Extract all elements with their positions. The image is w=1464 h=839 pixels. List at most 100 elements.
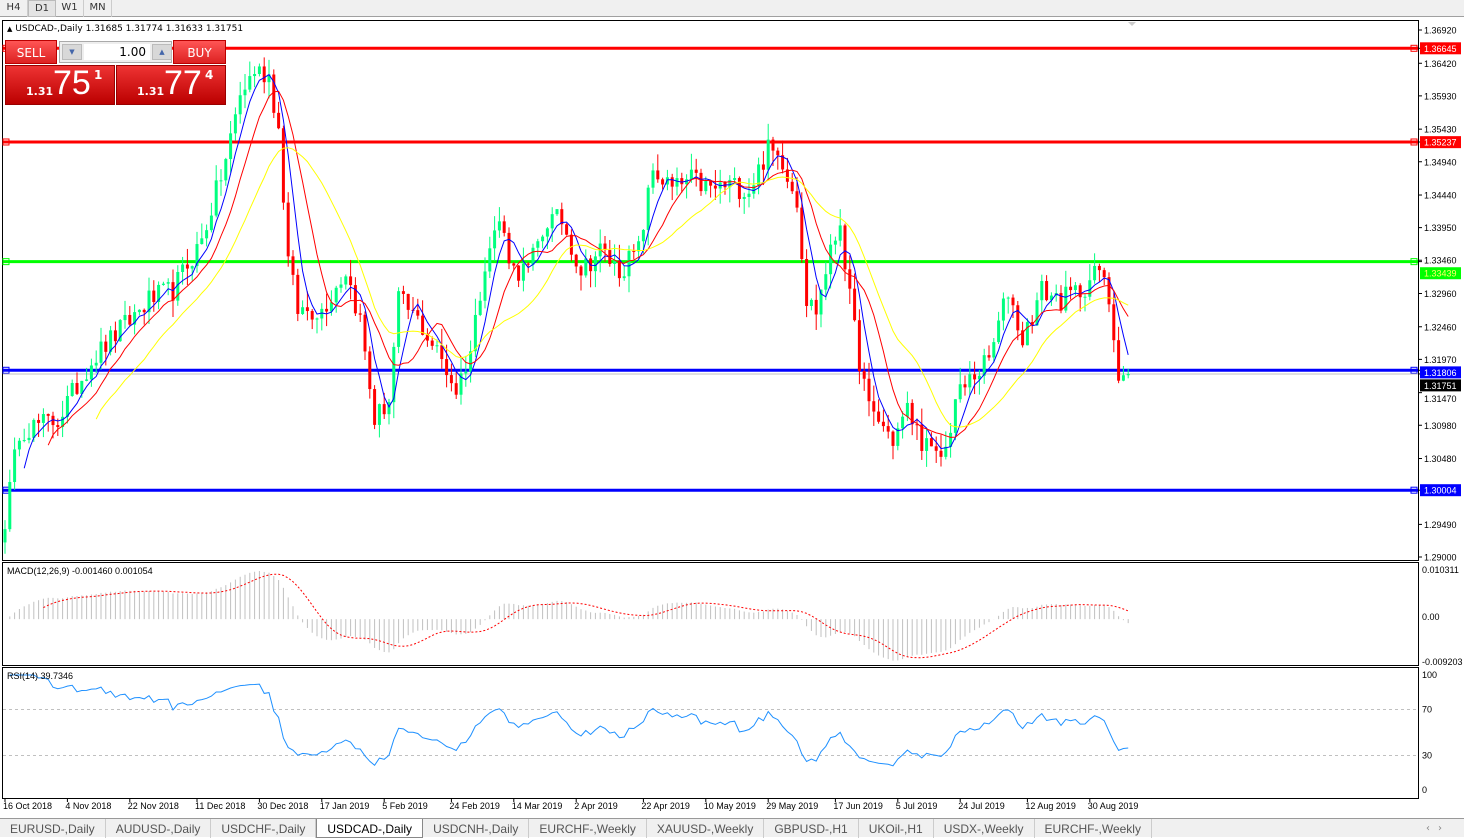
chart-window[interactable]: 1.36920 1.36645 1.36420 1.35930 1.35430 1.352… xyxy=(0,17,1464,818)
sell-price[interactable]: 1.31 75 1 xyxy=(5,64,115,105)
tab-eurusd-daily[interactable]: EURUSD-,Daily xyxy=(0,819,106,838)
buy-button[interactable]: BUY xyxy=(173,40,226,64)
candle-down xyxy=(1097,265,1101,271)
candle-up xyxy=(905,402,909,417)
candle-up xyxy=(622,276,626,279)
line-anchor-handle[interactable] xyxy=(2,138,10,146)
candle-up xyxy=(233,114,237,134)
tab-eurchf-weekly[interactable]: EURCHF-,Weekly xyxy=(1035,819,1152,838)
candle-up xyxy=(752,185,756,194)
candle-up xyxy=(27,437,31,441)
candle-up xyxy=(704,181,708,192)
lot-increase-icon[interactable]: ▲ xyxy=(152,44,172,60)
tab-usdcnh-daily[interactable]: USDCNH-,Daily xyxy=(423,819,530,838)
candle-down xyxy=(862,371,866,379)
timeframe-w1[interactable]: W1 xyxy=(56,0,84,17)
candle-down xyxy=(795,191,799,208)
timeframe-d1[interactable]: D1 xyxy=(28,0,56,17)
candle-down xyxy=(886,426,890,432)
candle-up xyxy=(157,284,161,303)
candle-down xyxy=(776,150,780,156)
tab-xauusd-weekly[interactable]: XAUUSD-,Weekly xyxy=(647,819,765,838)
price-label-bg xyxy=(1420,267,1461,280)
date-tick-label: 5 Jul 2019 xyxy=(896,801,938,811)
timeframe-mn[interactable]: MN xyxy=(84,0,112,17)
lot-size-stepper[interactable]: ▼ 1.00 ▲ xyxy=(59,41,172,63)
line-anchor-handle[interactable] xyxy=(2,258,10,266)
buy-price[interactable]: 1.31 77 4 xyxy=(116,64,226,105)
candle-up xyxy=(1083,296,1087,298)
candle-up xyxy=(1088,280,1092,297)
tab-ukoil-h1[interactable]: UKOil-,H1 xyxy=(859,819,934,838)
chart-tabs: EURUSD-,Daily AUDUSD-,Daily USDCHF-,Daily U… xyxy=(0,818,1464,838)
candle-down xyxy=(51,415,55,426)
line-anchor-handle[interactable] xyxy=(1410,44,1418,52)
date-tick-label: 5 Feb 2019 xyxy=(382,801,428,811)
price-tick-label: 1.34940 xyxy=(1424,157,1457,167)
candle-up xyxy=(824,274,828,290)
horizontal-line-price-label: 1.33439 xyxy=(1424,269,1457,279)
candle-up xyxy=(689,169,693,180)
candle-down xyxy=(517,265,521,281)
chart-shift-icon[interactable] xyxy=(1128,22,1136,26)
candle-down xyxy=(569,234,573,255)
line-anchor-handle[interactable] xyxy=(1410,258,1418,266)
line-anchor-handle[interactable] xyxy=(2,366,10,374)
candle-up xyxy=(646,187,650,230)
candle-up xyxy=(968,374,972,388)
candle-down xyxy=(713,185,717,189)
candle-up xyxy=(344,276,348,285)
lot-size-input[interactable]: 1.00 xyxy=(84,44,150,60)
price-tick-label: 1.29000 xyxy=(1424,553,1457,563)
candle-down xyxy=(502,221,506,233)
candle-down xyxy=(416,310,420,316)
tab-usdx-weekly[interactable]: USDX-,Weekly xyxy=(934,819,1035,838)
line-anchor-handle[interactable] xyxy=(1410,138,1418,146)
line-anchor-handle[interactable] xyxy=(1410,486,1418,494)
candle-down xyxy=(939,450,943,457)
candle-up xyxy=(493,230,497,249)
candle-up xyxy=(953,399,957,433)
macd-histogram xyxy=(9,571,1129,661)
tab-gbpusd-h1[interactable]: GBPUSD-,H1 xyxy=(764,819,859,838)
sell-button[interactable]: SELL xyxy=(5,40,57,64)
candle-down xyxy=(1011,297,1015,306)
tab-eurchf-weekly[interactable]: EURCHF-,Weekly xyxy=(529,819,647,838)
price-tick-label: 1.32460 xyxy=(1424,322,1457,332)
price-label-bg xyxy=(1420,42,1461,55)
candle-up xyxy=(555,209,559,215)
candle-down xyxy=(805,258,809,306)
line-anchor-handle[interactable] xyxy=(1410,366,1418,374)
tab-usdcad-daily[interactable]: USDCAD-,Daily xyxy=(316,819,424,838)
price-tick-label: 1.33950 xyxy=(1424,223,1457,233)
lot-decrease-icon[interactable]: ▼ xyxy=(62,44,82,60)
candle-up xyxy=(1040,281,1044,301)
macd-signal-line xyxy=(43,573,1129,659)
candle-up xyxy=(315,318,319,320)
candle-up xyxy=(13,449,17,483)
timeframe-h4[interactable]: H4 xyxy=(0,0,28,17)
chart-canvas[interactable]: 1.36920 1.36645 1.36420 1.35930 1.35430 1.352… xyxy=(0,17,1464,818)
price-tick-label: 1.30480 xyxy=(1424,454,1457,464)
candle-down xyxy=(877,411,881,422)
candle-up xyxy=(747,193,751,197)
candle-down xyxy=(848,269,852,289)
candle-down xyxy=(656,170,660,180)
tab-scroll-arrows-icon[interactable]: ‹› xyxy=(1426,823,1450,834)
candle-down xyxy=(670,177,674,187)
candle-down xyxy=(128,314,132,325)
tab-audusd-daily[interactable]: AUDUSD-,Daily xyxy=(106,819,212,838)
candle-up xyxy=(757,164,761,186)
candle-down xyxy=(1117,340,1121,381)
candle-up xyxy=(123,314,127,321)
horizontal-line-price-label: 1.36645 xyxy=(1424,44,1457,54)
candle-up xyxy=(997,320,1001,343)
triangle-up-icon[interactable]: ▲ xyxy=(7,25,13,33)
candle-down xyxy=(152,290,156,303)
tab-usdchf-daily[interactable]: USDCHF-,Daily xyxy=(211,819,317,838)
candle-up xyxy=(1025,322,1029,346)
candle-down xyxy=(507,232,511,264)
price-tick-label: 1.31970 xyxy=(1424,355,1457,365)
candle-up xyxy=(80,380,84,394)
candle-up xyxy=(248,76,252,90)
